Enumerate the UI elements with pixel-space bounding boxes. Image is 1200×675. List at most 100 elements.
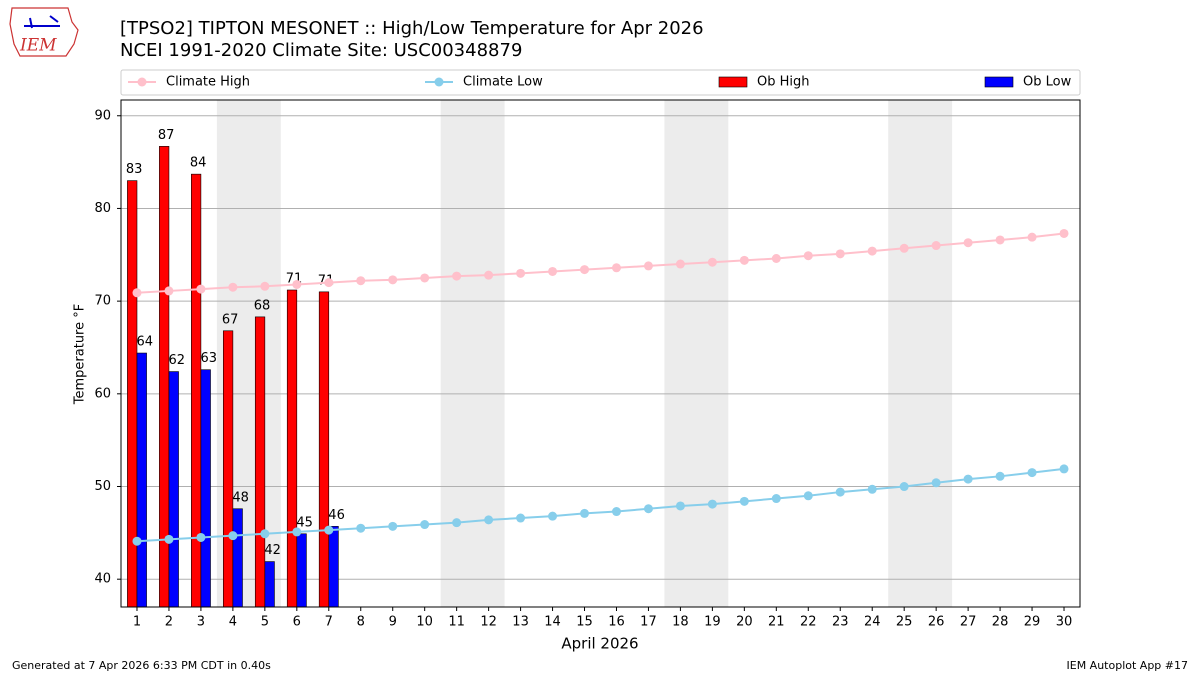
marker <box>164 534 174 544</box>
legend-swatch <box>718 76 748 88</box>
x-tick-label: 28 <box>992 615 1009 630</box>
marker <box>196 532 206 542</box>
x-tick-label: 17 <box>640 615 657 630</box>
marker <box>1059 464 1069 474</box>
marker <box>1027 468 1037 478</box>
bar <box>328 526 339 608</box>
data-label: 42 <box>264 543 281 558</box>
marker <box>228 531 238 541</box>
bar <box>254 316 266 608</box>
x-tick-label: 21 <box>768 615 785 630</box>
marker <box>899 243 909 253</box>
legend-marker <box>137 77 147 87</box>
marker <box>580 265 590 275</box>
x-tick-label: 16 <box>608 615 625 630</box>
bar <box>232 508 243 608</box>
shade <box>440 100 505 607</box>
data-label: 68 <box>254 298 271 313</box>
marker <box>675 259 685 269</box>
legend-marker <box>434 77 444 87</box>
legend-label: Climate High <box>166 75 250 90</box>
marker <box>963 238 973 248</box>
weekend-shading <box>216 100 953 607</box>
marker <box>707 499 717 509</box>
marker <box>324 278 334 288</box>
x-tick-label: 6 <box>293 615 301 630</box>
x-tick-label: 29 <box>1024 615 1041 630</box>
legend-label: Ob Low <box>1023 75 1072 90</box>
x-tick-label: 27 <box>960 615 977 630</box>
marker <box>420 520 430 530</box>
x-tick-label: 19 <box>704 615 721 630</box>
marker <box>580 508 590 518</box>
bar <box>222 330 234 608</box>
bar <box>264 561 275 608</box>
x-tick-label: 20 <box>736 615 753 630</box>
marker <box>835 249 845 259</box>
data-label: 87 <box>158 128 175 143</box>
bar <box>191 173 202 608</box>
data-label: 62 <box>168 353 185 368</box>
shade <box>888 100 953 607</box>
marker <box>1027 232 1037 242</box>
data-label: 46 <box>328 508 345 523</box>
x-tick-label: 1 <box>133 615 141 630</box>
marker <box>356 276 366 286</box>
x-tick-label: 30 <box>1056 615 1073 630</box>
marker <box>803 491 813 501</box>
x-tick-label: 12 <box>480 615 497 630</box>
data-label: 64 <box>137 335 154 350</box>
marker <box>356 523 366 533</box>
marker <box>132 288 142 298</box>
data-label: 63 <box>200 351 217 366</box>
footer-right: IEM Autoplot App #17 <box>1067 659 1189 672</box>
x-tick-label: 22 <box>800 615 817 630</box>
marker <box>420 273 430 283</box>
marker <box>324 525 334 535</box>
data-label: 84 <box>190 156 207 171</box>
marker <box>548 511 558 521</box>
marker <box>835 487 845 497</box>
x-axis-label: April 2026 <box>561 635 638 653</box>
marker <box>995 471 1005 481</box>
bar <box>168 371 179 608</box>
marker <box>643 504 653 514</box>
data-label: 48 <box>232 490 249 505</box>
line <box>136 467 1065 543</box>
marker <box>707 257 717 267</box>
y-tick-label: 40 <box>94 572 111 587</box>
x-tick-label: 5 <box>261 615 269 630</box>
x-tick-label: 23 <box>832 615 849 630</box>
x-tick-label: 2 <box>165 615 173 630</box>
logo-icon <box>24 15 60 29</box>
marker <box>867 484 877 494</box>
marker <box>931 478 941 488</box>
x-tick-label: 3 <box>197 615 205 630</box>
plot-frame <box>120 99 1081 608</box>
x-tick-label: 8 <box>357 615 365 630</box>
marker <box>260 281 270 291</box>
legend-label: Ob High <box>757 75 810 90</box>
marker <box>388 521 398 531</box>
x-tick-label: 15 <box>576 615 593 630</box>
data-label: 45 <box>296 515 313 530</box>
marker <box>292 527 302 537</box>
x-tick-label: 4 <box>229 615 237 630</box>
data-label: 83 <box>126 162 143 177</box>
y-tick-label: 90 <box>94 108 111 123</box>
marker <box>516 268 526 278</box>
marker <box>643 261 653 271</box>
y-tick-label: 80 <box>94 201 111 216</box>
marker <box>867 246 877 256</box>
marker <box>292 279 302 289</box>
marker <box>260 529 270 539</box>
marker <box>484 270 494 280</box>
logo-text: IEM <box>19 36 57 56</box>
x-tick-label: 7 <box>325 615 333 630</box>
x-tick-label: 14 <box>544 615 561 630</box>
chart-title: [TPSO2] TIPTON MESONET :: High/Low Tempe… <box>120 18 704 39</box>
marker <box>516 513 526 523</box>
y-tick-label: 70 <box>94 294 111 309</box>
x-tick-label: 24 <box>864 615 881 630</box>
